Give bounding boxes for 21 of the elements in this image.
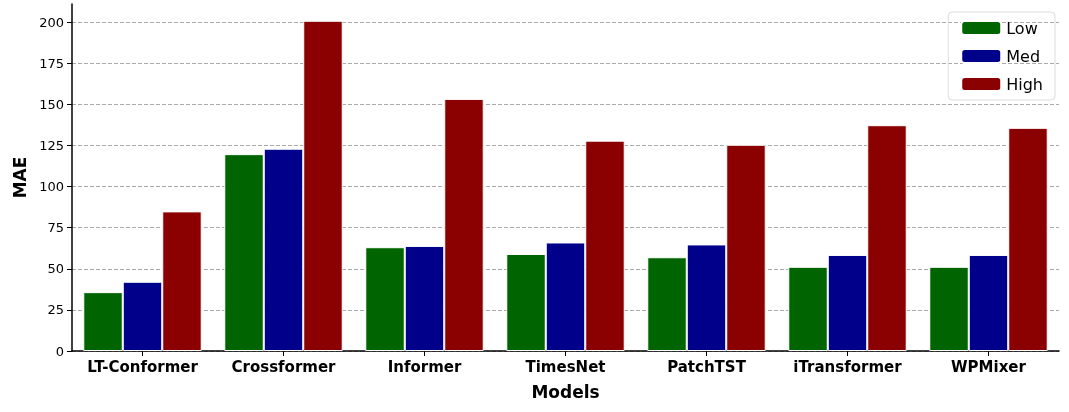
y-tick-label: 25: [47, 302, 64, 318]
y-tick-label: 175: [39, 55, 64, 71]
y-tick-label: 100: [39, 179, 64, 195]
x-axis-title: Models: [531, 381, 600, 402]
legend-label: High: [1006, 74, 1044, 94]
x-tick-label: Informer: [387, 357, 462, 376]
x-tick-label: TimesNet: [525, 357, 606, 376]
x-tick-label: Crossformer: [231, 357, 337, 376]
y-tick-label: 0: [55, 343, 64, 359]
y-tick-label: 150: [39, 96, 64, 112]
y-axis-title: MAE: [9, 156, 30, 199]
y-tick-label: 125: [39, 137, 64, 153]
x-tick-label: WPMixer: [951, 357, 1027, 376]
y-tick-label: 50: [47, 261, 64, 277]
x-tick-label: iTransformer: [793, 357, 903, 376]
x-tick-label: PatchTST: [667, 357, 747, 376]
legend-label: Low: [1006, 18, 1038, 38]
x-tick-label: LT-Conformer: [87, 357, 199, 376]
y-tick-label: 75: [47, 220, 64, 236]
y-tick-label: 200: [39, 14, 64, 30]
legend-label: Med: [1006, 46, 1041, 66]
